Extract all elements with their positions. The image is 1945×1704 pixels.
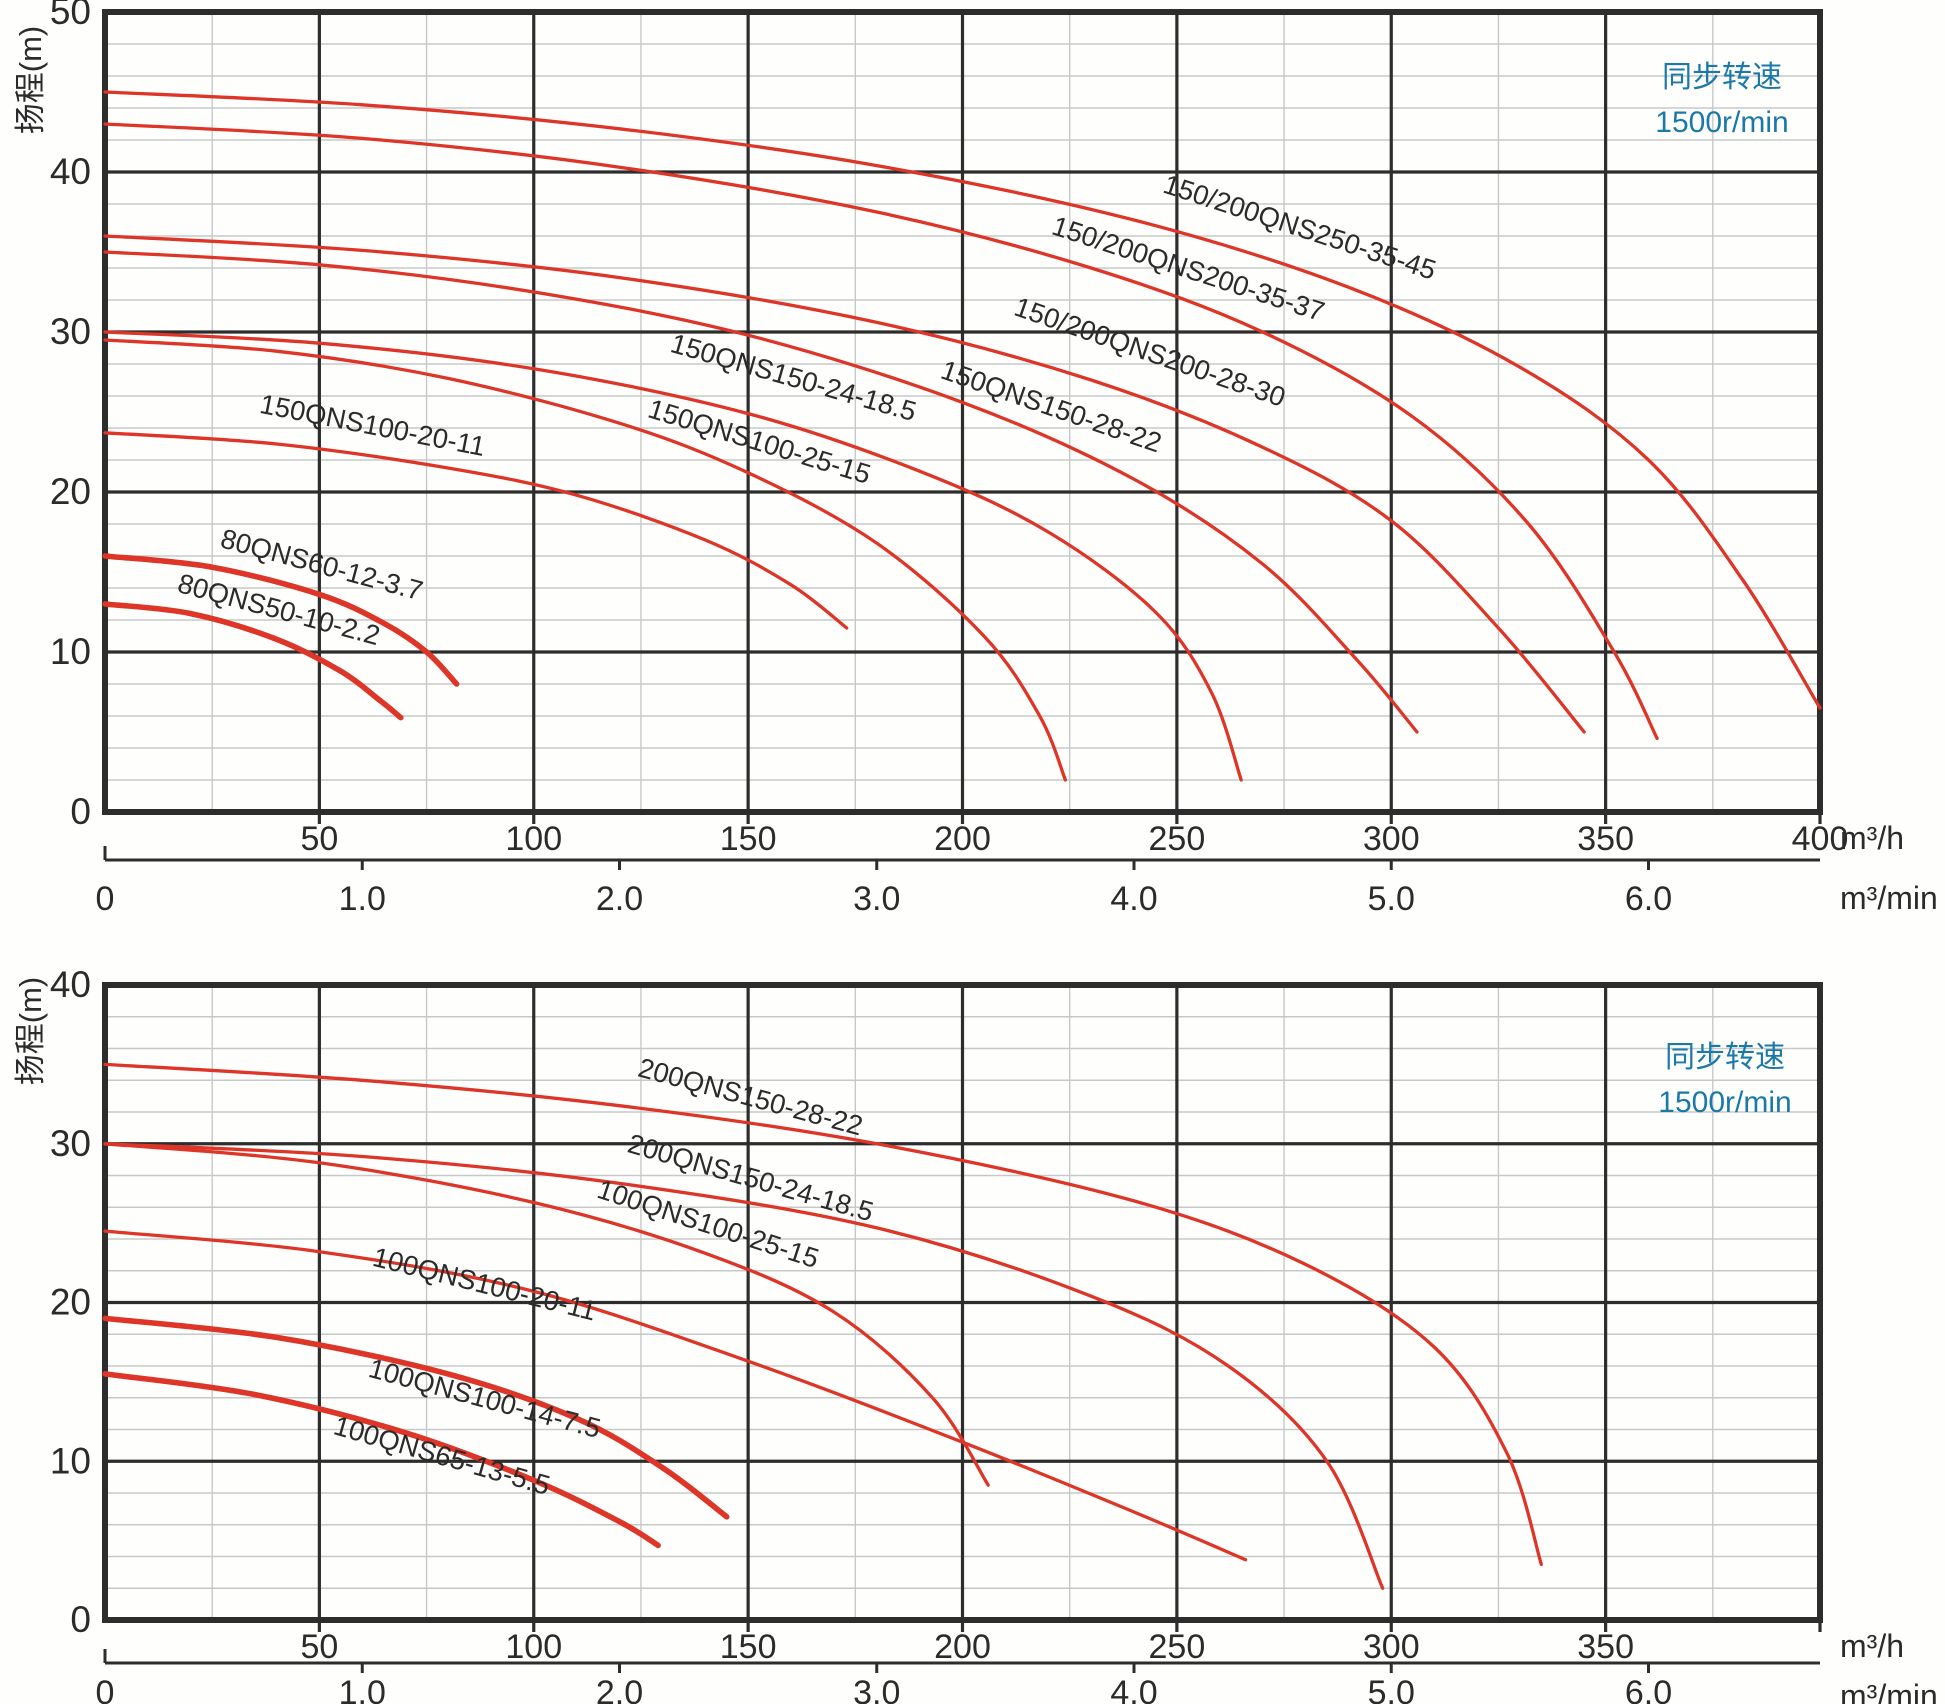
pump-curve bbox=[103, 338, 1068, 782]
pump-curve bbox=[103, 1062, 1543, 1567]
sync-speed-value: 1500r/min bbox=[1658, 1086, 1792, 1119]
y-tick-label: 10 bbox=[50, 1440, 91, 1481]
curve-label: 150QNS100-20-11 bbox=[257, 388, 488, 462]
x-tick-label: 150 bbox=[720, 820, 777, 858]
x-unit-m3min-bottom: m³/min bbox=[1840, 1678, 1938, 1704]
pump-curve bbox=[102, 1315, 730, 1520]
y-tick-label: 20 bbox=[50, 1282, 91, 1323]
x2-tick-label: 6.0 bbox=[1625, 880, 1672, 918]
x-unit-m3min-top: m³/min bbox=[1840, 880, 1938, 916]
x2-tick-label: 0 bbox=[96, 880, 115, 918]
y-tick-label: 40 bbox=[50, 964, 91, 1005]
x-tick-label: 200 bbox=[934, 1628, 991, 1666]
x2-tick-label: 5.0 bbox=[1368, 880, 1415, 918]
sync-speed-value: 1500r/min bbox=[1655, 106, 1789, 139]
x-tick-label: 300 bbox=[1363, 1628, 1420, 1666]
x-tick-label: 50 bbox=[300, 1628, 338, 1666]
pump-curve bbox=[103, 250, 1419, 734]
y-tick-label: 20 bbox=[50, 471, 91, 512]
pump-curve bbox=[103, 1142, 1385, 1590]
x2-tick-label: 1.0 bbox=[339, 1674, 386, 1704]
plot-border bbox=[102, 982, 1823, 1623]
x-tick-label: 250 bbox=[1149, 1628, 1206, 1666]
curve-label: 200QNS150-28-22 bbox=[635, 1052, 866, 1142]
x-tick-label: 100 bbox=[505, 820, 562, 858]
y-tick-label: 0 bbox=[70, 791, 91, 832]
plot-border bbox=[102, 9, 1823, 815]
x-unit-m3h-top: m³/h bbox=[1840, 820, 1904, 856]
y-axis-title-bottom: 扬程(m) bbox=[13, 976, 48, 1086]
x2-tick-label: 4.0 bbox=[1110, 880, 1157, 918]
x-tick-label: 200 bbox=[934, 820, 991, 858]
x2-tick-label: 1.0 bbox=[339, 880, 386, 918]
x-tick-label: 350 bbox=[1577, 820, 1634, 858]
x2-tick-label: 5.0 bbox=[1368, 1674, 1415, 1704]
x2-tick-label: 2.0 bbox=[596, 880, 643, 918]
y-axis-title-top: 扬程(m) bbox=[13, 25, 48, 135]
pump-curve bbox=[103, 122, 1659, 741]
pump-curve bbox=[103, 234, 1586, 734]
x-tick-label: 300 bbox=[1363, 820, 1420, 858]
pump-curve bbox=[102, 1371, 661, 1549]
y-tick-label: 50 bbox=[50, 0, 91, 32]
x2-tick-label: 2.0 bbox=[596, 1674, 643, 1704]
chart-1: 0 10 20 30 40 50 100 150 200 250 300 350 0 1.0 2.0 3.0 4… bbox=[50, 964, 1823, 1704]
sync-speed-text: 同步转速 bbox=[1662, 61, 1782, 94]
pump-curve bbox=[103, 330, 1243, 782]
pump-curve bbox=[103, 431, 849, 630]
x-tick-label: 250 bbox=[1149, 820, 1206, 858]
x-tick-label: 350 bbox=[1577, 1628, 1634, 1666]
x2-tick-label: 3.0 bbox=[853, 1674, 900, 1704]
pump-curve bbox=[102, 553, 460, 687]
x-tick-label: 400 bbox=[1792, 820, 1849, 858]
sync-speed-note-bottom: 同步转速 1500r/min bbox=[1625, 1035, 1825, 1125]
pump-curve bbox=[103, 1142, 990, 1487]
y-tick-label: 10 bbox=[50, 631, 91, 672]
x-tick-label: 100 bbox=[505, 1628, 562, 1666]
sync-speed-note-top: 同步转速 1500r/min bbox=[1622, 55, 1822, 145]
x2-tick-label: 0 bbox=[96, 1674, 115, 1704]
x2-tick-label: 3.0 bbox=[853, 880, 900, 918]
x-tick-label: 150 bbox=[720, 1628, 777, 1666]
x-unit-m3h-bottom: m³/h bbox=[1840, 1628, 1904, 1664]
y-tick-label: 0 bbox=[70, 1599, 91, 1640]
pump-curve bbox=[103, 1229, 1248, 1562]
curve-label: 100QNS100-20-11 bbox=[370, 1241, 600, 1326]
x-tick-label: 50 bbox=[300, 820, 338, 858]
sync-speed-text: 同步转速 bbox=[1665, 1041, 1785, 1074]
chart-0: 0 10 20 30 40 50 50 100 150 200 250 300 350 400 0 1.0 2.… bbox=[50, 0, 1849, 918]
x2-tick-label: 6.0 bbox=[1625, 1674, 1672, 1704]
pump-curve bbox=[102, 601, 404, 721]
y-tick-label: 40 bbox=[50, 151, 91, 192]
y-tick-label: 30 bbox=[50, 311, 91, 352]
y-tick-label: 30 bbox=[50, 1123, 91, 1164]
pump-curve bbox=[103, 90, 1822, 710]
x2-tick-label: 4.0 bbox=[1110, 1674, 1157, 1704]
